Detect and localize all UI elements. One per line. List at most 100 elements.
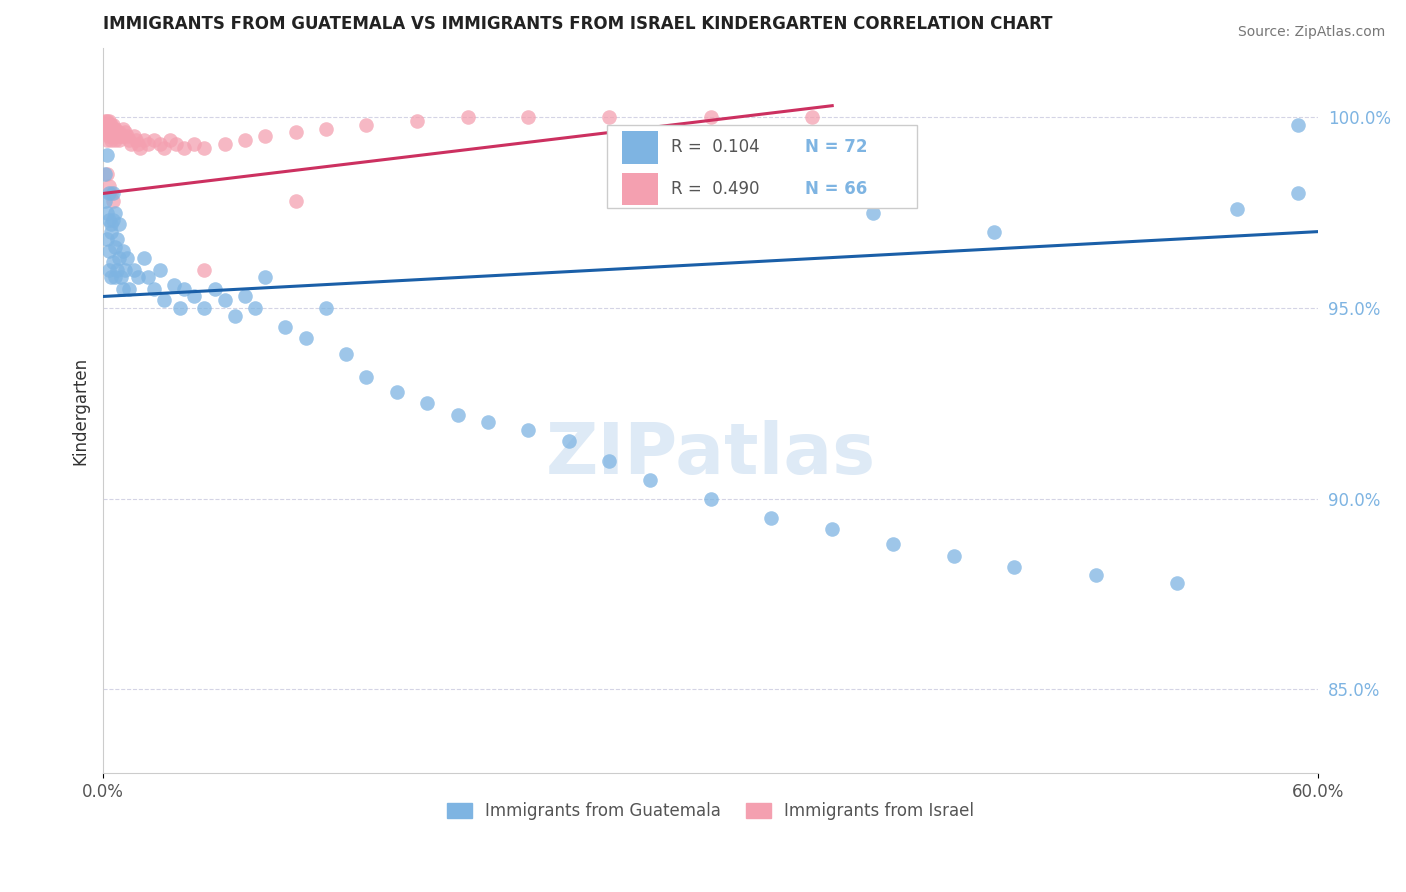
Point: [1004, 560, 1026, 574]
Point: [96, 148, 118, 162]
Point: [98, 129, 121, 144]
Point: [103, 194, 125, 208]
Point: [98, 121, 121, 136]
Point: [416, 396, 439, 410]
Point: [214, 293, 236, 308]
Point: [243, 301, 266, 315]
Point: [121, 136, 143, 151]
Point: [149, 262, 172, 277]
Point: [112, 244, 135, 258]
FancyBboxPatch shape: [607, 125, 917, 208]
Point: [98, 118, 121, 132]
Point: [100, 270, 122, 285]
Point: [942, 549, 965, 563]
Point: [1084, 568, 1107, 582]
Point: [96, 121, 118, 136]
Point: [284, 125, 307, 139]
Point: [173, 141, 195, 155]
Point: [284, 194, 307, 208]
Point: [214, 136, 236, 151]
Point: [103, 118, 125, 132]
Point: [169, 301, 191, 315]
Point: [598, 110, 620, 124]
Point: [94, 125, 117, 139]
Point: [132, 133, 155, 147]
Point: [108, 217, 131, 231]
Point: [103, 186, 125, 201]
Point: [159, 133, 181, 147]
Point: [335, 347, 357, 361]
Point: [638, 473, 661, 487]
Point: [100, 121, 122, 136]
Point: [315, 301, 337, 315]
Point: [100, 186, 122, 201]
Point: [821, 522, 844, 536]
Point: [98, 262, 121, 277]
Point: [149, 136, 172, 151]
Point: [98, 213, 121, 227]
Point: [94, 114, 117, 128]
Legend: Immigrants from Guatemala, Immigrants from Israel: Immigrants from Guatemala, Immigrants fr…: [440, 796, 981, 827]
Point: [104, 205, 127, 219]
Point: [315, 121, 337, 136]
Point: [446, 408, 468, 422]
Point: [204, 282, 226, 296]
Bar: [621, 173, 658, 205]
Point: [882, 537, 904, 551]
Point: [100, 133, 122, 147]
Text: R =  0.490: R = 0.490: [671, 180, 759, 198]
Point: [983, 225, 1005, 239]
Point: [356, 369, 378, 384]
Point: [127, 270, 149, 285]
Point: [1286, 186, 1309, 201]
Point: [761, 510, 783, 524]
Point: [165, 136, 187, 151]
Point: [94, 118, 117, 132]
Point: [96, 205, 118, 219]
Point: [558, 434, 581, 449]
Point: [110, 270, 132, 285]
Point: [132, 252, 155, 266]
Point: [254, 129, 277, 144]
Point: [105, 125, 128, 139]
Point: [108, 252, 131, 266]
Point: [112, 121, 135, 136]
Point: [163, 278, 186, 293]
Point: [457, 110, 479, 124]
Text: Source: ZipAtlas.com: Source: ZipAtlas.com: [1237, 25, 1385, 39]
Point: [112, 282, 135, 296]
Point: [477, 416, 499, 430]
Point: [103, 121, 125, 136]
Text: R =  0.104: R = 0.104: [671, 138, 759, 156]
Text: ZIPatlas: ZIPatlas: [546, 420, 876, 489]
Point: [105, 262, 128, 277]
Point: [699, 491, 721, 506]
Point: [104, 121, 127, 136]
Point: [183, 289, 205, 303]
Point: [142, 133, 165, 147]
Text: IMMIGRANTS FROM GUATEMALA VS IMMIGRANTS FROM ISRAEL KINDERGARTEN CORRELATION CHA: IMMIGRANTS FROM GUATEMALA VS IMMIGRANTS …: [103, 15, 1053, 33]
Point: [100, 125, 122, 139]
Point: [862, 205, 884, 219]
Point: [1226, 202, 1249, 216]
Point: [183, 136, 205, 151]
Point: [356, 118, 378, 132]
Point: [94, 121, 117, 136]
Point: [98, 186, 121, 201]
Point: [94, 167, 117, 181]
Point: [1286, 118, 1309, 132]
Point: [104, 240, 127, 254]
Point: [124, 133, 146, 147]
Point: [193, 301, 215, 315]
Point: [112, 129, 135, 144]
Point: [153, 141, 176, 155]
Point: [96, 114, 118, 128]
Point: [104, 133, 127, 147]
Point: [103, 255, 125, 269]
Point: [128, 141, 150, 155]
Point: [114, 262, 136, 277]
Text: N = 66: N = 66: [806, 180, 868, 198]
Point: [699, 110, 721, 124]
Point: [142, 282, 165, 296]
Point: [96, 125, 118, 139]
